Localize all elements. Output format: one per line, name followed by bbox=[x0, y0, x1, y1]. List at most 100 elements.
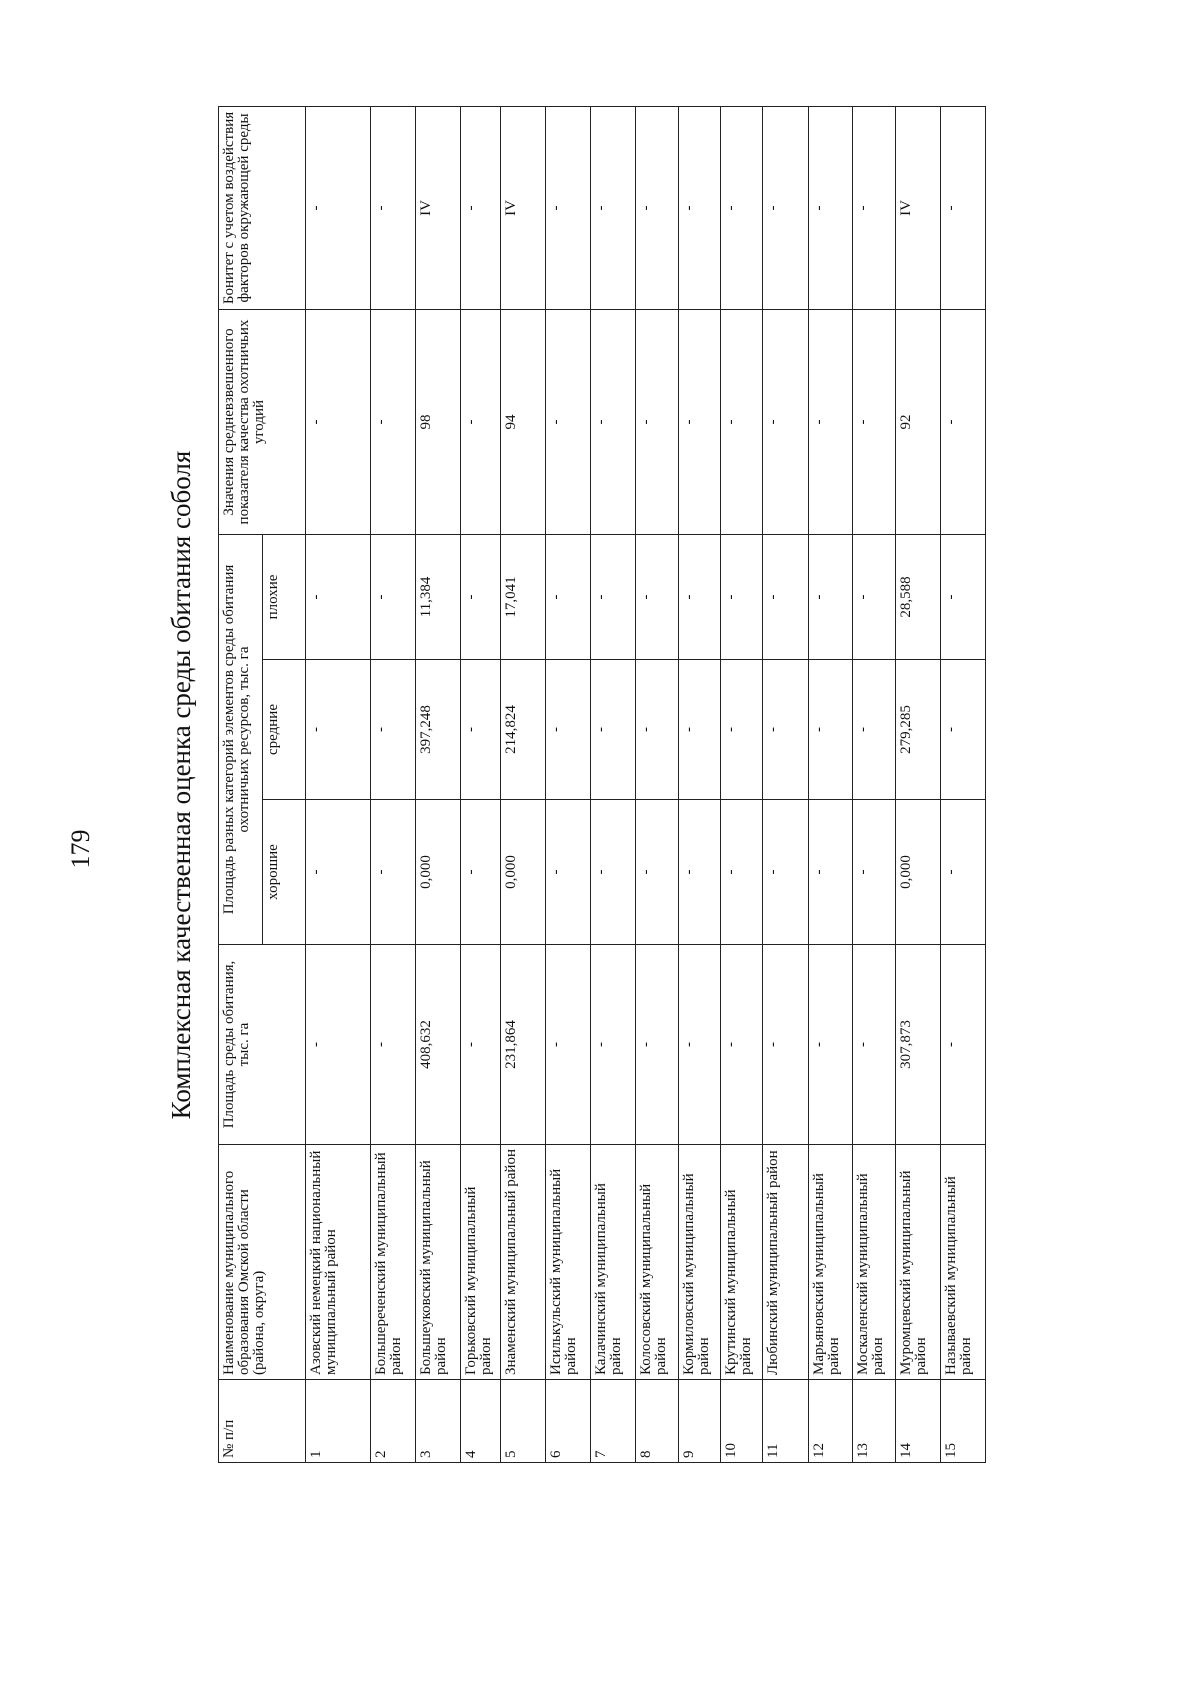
table-cell: 231,864 bbox=[500, 944, 546, 1145]
table-cell: - bbox=[808, 659, 853, 800]
table-cell: - bbox=[305, 106, 371, 310]
district-name-cell: Большереченский муниципальный район bbox=[370, 1144, 416, 1380]
table-row: 2 Большереченский муниципальный район - - - -… bbox=[370, 106, 416, 1463]
table-row: 6 Исилькульский муниципальный район - - - - - - bbox=[545, 106, 591, 1463]
table-cell: - bbox=[678, 106, 721, 310]
table-cell: 307,873 bbox=[895, 944, 941, 1145]
district-name-cell: Марьяновский муниципальный район bbox=[808, 1144, 853, 1380]
district-name-cell: Любинский муниципальный район bbox=[762, 1144, 809, 1380]
table-cell: - bbox=[590, 659, 636, 800]
header-cell: Бонитет с учетом воздействия факторов ок… bbox=[218, 106, 306, 310]
table-row: 7 Калачинский муниципальный район - - - - - - bbox=[590, 106, 636, 1463]
table-cell: - bbox=[305, 659, 371, 800]
table-cell: IV bbox=[415, 106, 461, 310]
district-name-cell: Исилькульский муниципальный район bbox=[545, 1144, 591, 1380]
district-name-cell: Горьковский муниципальный район bbox=[460, 1144, 501, 1380]
table-cell: - bbox=[305, 944, 371, 1145]
district-name-cell: Кормиловский муниципальный район bbox=[678, 1144, 721, 1380]
table-cell: - bbox=[545, 799, 591, 945]
table-cell: - bbox=[940, 944, 986, 1145]
table-row: 3 Большеуковский муниципальный район 408,6… bbox=[415, 106, 461, 1463]
table-cell: - bbox=[852, 534, 896, 660]
table-cell: - bbox=[545, 106, 591, 310]
table-cell: - bbox=[370, 659, 416, 800]
table-row: 15 Называевский муниципальный район - - - - - - bbox=[940, 106, 986, 1463]
table-cell: - bbox=[762, 659, 809, 800]
table-cell: - bbox=[678, 799, 721, 945]
table-cell: - bbox=[720, 659, 763, 800]
table-cell: - bbox=[720, 944, 763, 1145]
table-cell: - bbox=[545, 534, 591, 660]
table-cell: 0,000 bbox=[895, 799, 941, 945]
table-cell: 7 bbox=[590, 1379, 636, 1463]
table-cell: 92 bbox=[895, 309, 941, 535]
table-cell: - bbox=[590, 799, 636, 945]
table-cell: - bbox=[370, 944, 416, 1145]
table-cell: - bbox=[940, 309, 986, 535]
table-cell: 397,248 bbox=[415, 659, 461, 800]
district-name-cell: Колосовский муниципальный район bbox=[635, 1144, 679, 1380]
district-name-cell: Называевский муниципальный район bbox=[940, 1144, 986, 1380]
table-cell: - bbox=[852, 309, 896, 535]
table-cell: - bbox=[460, 659, 501, 800]
table-cell: - bbox=[720, 799, 763, 945]
table-cell: - bbox=[940, 799, 986, 945]
district-name-cell: Большеуковский муниципальный район bbox=[415, 1144, 461, 1380]
table-cell: 2 bbox=[370, 1379, 416, 1463]
district-name-cell: Знаменский муниципальный район bbox=[500, 1144, 546, 1380]
header-cell: Значения средневзвешенного показателя ка… bbox=[218, 309, 306, 535]
district-name-cell: Азовский немецкий национальный муниципал… bbox=[305, 1144, 371, 1380]
table-cell: 17,041 bbox=[500, 534, 546, 660]
table-cell: - bbox=[852, 944, 896, 1145]
table-cell: 408,632 bbox=[415, 944, 461, 1145]
table-cell: - bbox=[460, 534, 501, 660]
table-cell: - bbox=[590, 106, 636, 310]
header-cell: Площадь среды обитания, тыс. га bbox=[218, 944, 306, 1145]
table-cell: - bbox=[635, 659, 679, 800]
district-name-cell: Крутинский муниципальный район bbox=[720, 1144, 763, 1380]
table-cell: 1 bbox=[305, 1379, 371, 1463]
table-cell: 214,824 bbox=[500, 659, 546, 800]
table-cell: - bbox=[808, 799, 853, 945]
table-row: 13 Москаленский муниципальный район - - - - - - bbox=[852, 106, 896, 1463]
table-cell: 13 bbox=[852, 1379, 896, 1463]
table-cell: - bbox=[635, 106, 679, 310]
table-cell: - bbox=[678, 534, 721, 660]
table-cell: - bbox=[590, 309, 636, 535]
table-cell: - bbox=[635, 944, 679, 1145]
district-name-cell: Москаленский муниципальный район bbox=[852, 1144, 896, 1380]
table-cell: IV bbox=[895, 106, 941, 310]
table-cell: - bbox=[762, 534, 809, 660]
table-cell: - bbox=[678, 309, 721, 535]
table-cell: 5 bbox=[500, 1379, 546, 1463]
district-name-cell: Калачинский муниципальный район bbox=[590, 1144, 636, 1380]
table-cell: - bbox=[940, 659, 986, 800]
table-cell: 6 bbox=[545, 1379, 591, 1463]
table-cell: - bbox=[305, 534, 371, 660]
table-cell: - bbox=[370, 106, 416, 310]
table-cell: - bbox=[808, 309, 853, 535]
table-row: 8 Колосовский муниципальный район - - - - - - bbox=[635, 106, 679, 1463]
table-row: 10 Крутинский муниципальный район - - - - - - bbox=[720, 106, 763, 1463]
table-cell: - bbox=[720, 534, 763, 660]
table-cell: 14 bbox=[895, 1379, 941, 1463]
table-cell: - bbox=[370, 309, 416, 535]
table-cell: - bbox=[460, 799, 501, 945]
table-row: 1 Азовский немецкий национальный муниципа… bbox=[305, 106, 371, 1463]
table-cell: - bbox=[635, 309, 679, 535]
table-cell: - bbox=[852, 799, 896, 945]
table-cell: - bbox=[635, 799, 679, 945]
table-row: 12 Марьяновский муниципальный район - - - - - - bbox=[808, 106, 853, 1463]
table-row: 14 Муромцевский муниципальный район 307,87… bbox=[895, 106, 941, 1463]
header-cell: Наименование муниципального образования … bbox=[218, 1144, 306, 1380]
table-cell: - bbox=[852, 659, 896, 800]
table-row: 5 Знаменский муниципальный район 231,864 0,… bbox=[500, 106, 546, 1463]
table-cell: 98 bbox=[415, 309, 461, 535]
table-cell: 10 bbox=[720, 1379, 763, 1463]
table-cell: IV bbox=[500, 106, 546, 310]
table-row: 4 Горьковский муниципальный район - - - - - - bbox=[460, 106, 501, 1463]
table-cell: 94 bbox=[500, 309, 546, 535]
table-row: 11 Любинский муниципальный район - - - - - - bbox=[762, 106, 809, 1463]
